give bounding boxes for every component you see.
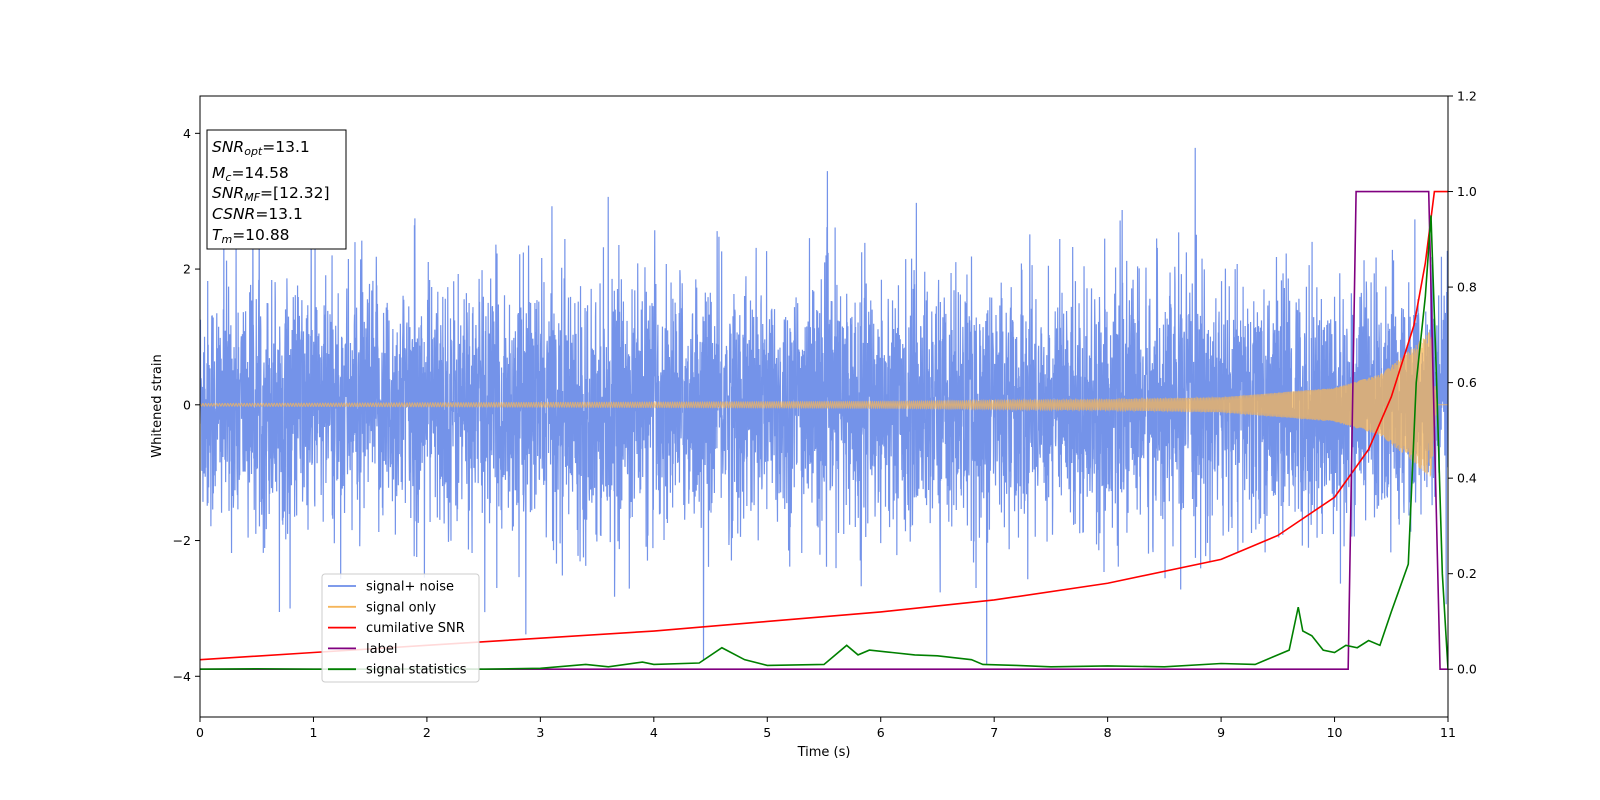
legend-label: cumilative SNR (366, 621, 465, 636)
legend: signal+ noise signal only cumilative SNR la… (321, 573, 480, 683)
x-tick-label: 6 (877, 725, 885, 740)
series-cumulative-snr (200, 190, 1448, 661)
y-right-tick-label: 0.4 (1457, 471, 1477, 486)
annotation-line: Tm=10.88 (212, 226, 290, 246)
annotation-box: SNRopt=13.1 Mc=14.58SNRMF=[12.32]CSNR=13.… (206, 129, 347, 250)
annotation-line: CSNR=13.1 (212, 205, 303, 223)
y-right-tick-label: 0.8 (1457, 280, 1477, 295)
x-tick-label: 9 (1217, 725, 1225, 740)
series-layer (200, 147, 1448, 671)
x-tick-label: 0 (196, 725, 204, 740)
x-tick-label: 10 (1327, 725, 1343, 740)
x-tick-label: 7 (990, 725, 998, 740)
x-tick-label: 1 (309, 725, 317, 740)
legend-label: signal+ noise (366, 580, 454, 595)
x-tick-label: 3 (536, 725, 544, 740)
x-tick-label: 4 (650, 725, 658, 740)
annotation-line: SNRMF=[12.32] (212, 184, 330, 204)
annotation-line: SNRopt=13.1 (212, 138, 310, 158)
x-tick-label: 8 (1104, 725, 1112, 740)
x-tick-label: 2 (423, 725, 431, 740)
y-right-tick-label: 0.0 (1457, 662, 1477, 677)
legend-label: signal statistics (366, 663, 467, 678)
y-axis-label: Whitened strain (150, 354, 165, 457)
y-right-tick-label: 0.6 (1457, 375, 1477, 390)
series-label (200, 190, 1448, 671)
y-right-tick-label: 0.2 (1457, 566, 1477, 581)
y-right-tick-label: 1.2 (1457, 89, 1477, 104)
y-left-tick-label: 2 (183, 262, 191, 277)
series-signal-statistics (200, 215, 1448, 671)
series-signal-only (200, 332, 1448, 477)
axes-ticks: 0 1 2 3 4 5 6 7 8 9 10 11 −4 −2 0 2 4 0.0 0.2 0.4 0.6 0.8 1.0 1… (173, 89, 1477, 741)
y-right-tick-label: 1.0 (1457, 184, 1477, 199)
x-tick-label: 5 (763, 725, 771, 740)
annotation-line: Mc=14.58 (212, 164, 289, 184)
x-tick-label: 11 (1440, 725, 1456, 740)
annotation-frame (206, 129, 347, 250)
y-left-tick-label: 4 (183, 126, 191, 141)
series-signal-noise (200, 147, 1448, 665)
legend-label: signal only (366, 600, 436, 615)
plot-frame (199, 95, 1449, 718)
x-axis-label: Time (s) (797, 745, 851, 760)
legend-frame (321, 573, 480, 683)
y-left-tick-label: −2 (173, 533, 191, 548)
y-left-tick-label: −4 (173, 669, 191, 684)
legend-label: label (366, 642, 397, 657)
y-left-tick-label: 0 (183, 397, 191, 412)
